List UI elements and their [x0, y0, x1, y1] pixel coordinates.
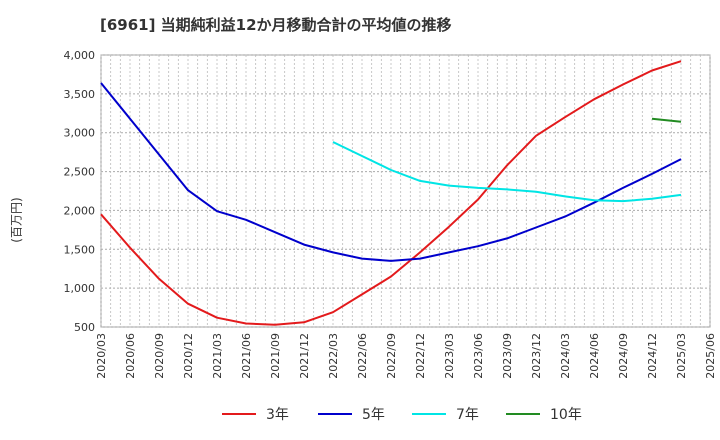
x-tick-label: 2025/06	[704, 333, 717, 379]
x-tick-label: 2020/03	[95, 333, 108, 379]
y-tick-label: 3,000	[64, 127, 96, 140]
x-tick-label: 2024/12	[646, 333, 659, 379]
series-line-7年	[332, 141, 682, 203]
legend-swatch	[412, 413, 446, 415]
y-tick-label: 1,000	[64, 282, 96, 295]
legend-item: 10年	[506, 403, 582, 425]
x-tick-label: 2023/09	[501, 333, 514, 379]
legend-item: 7年	[412, 403, 479, 425]
series-line-3年	[100, 60, 682, 326]
x-tick-label: 2023/06	[472, 333, 485, 379]
series-line-10年	[651, 117, 682, 123]
x-tick-label: 2020/12	[182, 333, 195, 379]
x-tick-label: 2020/09	[153, 333, 166, 379]
x-tick-label: 2024/09	[617, 333, 630, 379]
y-tick-label: 500	[74, 321, 95, 334]
x-tick-label: 2020/06	[124, 333, 137, 379]
legend-label: 7年	[456, 407, 479, 423]
y-tick-label: 2,000	[64, 204, 96, 217]
x-tick-label: 2021/09	[269, 333, 282, 379]
y-tick-label: 1,500	[64, 243, 96, 256]
x-tick-label: 2023/12	[530, 333, 543, 379]
series-line-5年	[100, 82, 682, 262]
x-tick-label: 2021/03	[211, 333, 224, 379]
legend-item: 3年	[222, 403, 289, 425]
x-tick-label: 2025/03	[675, 333, 688, 379]
y-tick-label: 3,500	[64, 88, 96, 101]
chart-legend: 3年 5年 7年 10年	[0, 403, 720, 425]
legend-swatch	[506, 413, 540, 415]
y-tick-label: 4,000	[64, 49, 96, 62]
line-chart: 500 1,000 1,500 2,000 2,500 3,000 3,500 4,000 20…	[64, 49, 718, 379]
x-tick-label: 2022/03	[327, 333, 340, 379]
legend-swatch	[318, 413, 352, 415]
legend-swatch	[222, 413, 256, 415]
chart-title: [6961] 当期純利益12か月移動合計の平均値の推移	[100, 16, 452, 34]
x-tick-label: 2021/06	[240, 333, 253, 379]
legend-item: 5年	[318, 403, 385, 425]
x-tick-label: 2022/06	[356, 333, 369, 379]
legend-label: 10年	[550, 407, 582, 423]
legend-label: 5年	[362, 407, 385, 423]
y-tick-label: 2,500	[64, 166, 96, 179]
x-tick-label: 2023/03	[443, 333, 456, 379]
x-tick-label: 2021/12	[298, 333, 311, 379]
x-tick-label: 2022/12	[414, 333, 427, 379]
legend-label: 3年	[266, 407, 289, 423]
x-tick-label: 2024/06	[588, 333, 601, 379]
x-tick-label: 2024/03	[559, 333, 572, 379]
x-tick-label: 2022/09	[385, 333, 398, 379]
